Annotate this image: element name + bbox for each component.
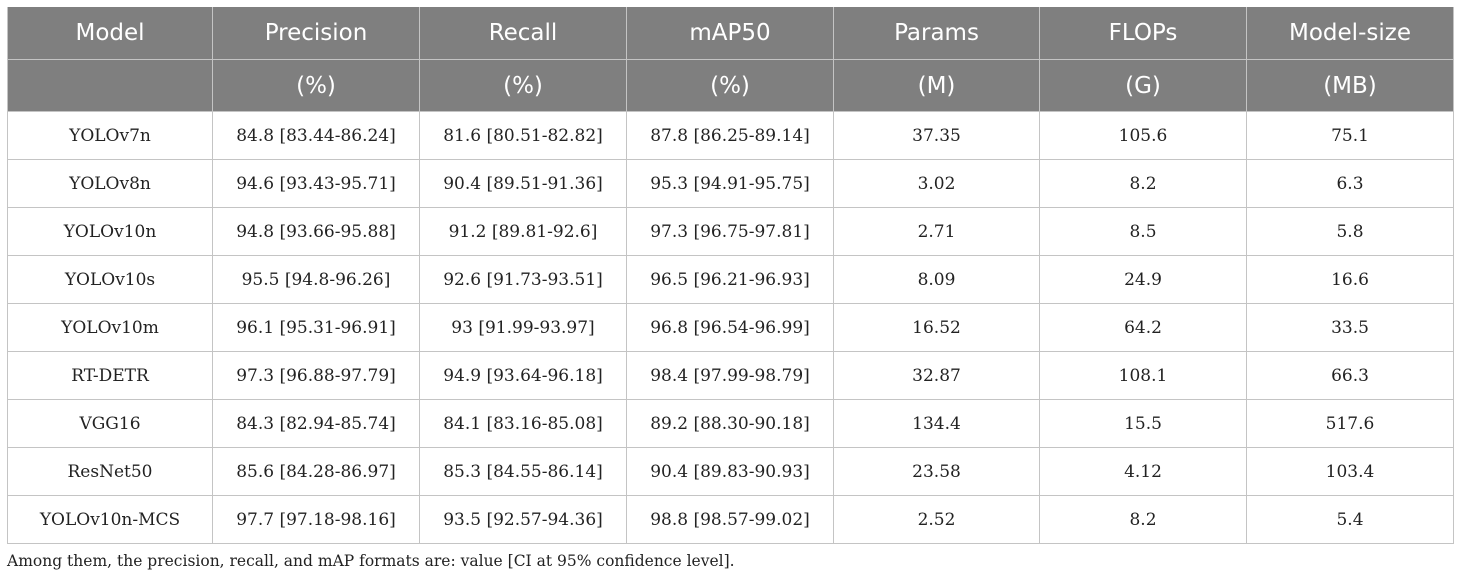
- cell-params: 8.09: [833, 255, 1040, 304]
- cell-model: YOLOv10s: [7, 255, 213, 304]
- cell-model: YOLOv10n-MCS: [7, 495, 213, 544]
- header-recall-unit: (%): [419, 59, 627, 112]
- cell-flops: 24.9: [1039, 255, 1247, 304]
- cell-model-size: 517.6: [1246, 399, 1454, 448]
- cell-flops: 8.2: [1039, 495, 1247, 544]
- cell-map50: 87.8 [86.25-89.14]: [626, 111, 834, 160]
- cell-params: 23.58: [833, 447, 1040, 496]
- table-footnote: Among them, the precision, recall, and m…: [7, 552, 735, 570]
- cell-recall: 85.3 [84.55-86.14]: [419, 447, 627, 496]
- cell-map50: 98.8 [98.57-99.02]: [626, 495, 834, 544]
- header-params-unit: (M): [833, 59, 1040, 112]
- table-row: RT-DETR 97.3 [96.88-97.79] 94.9 [93.64-9…: [7, 351, 1454, 400]
- cell-recall: 84.1 [83.16-85.08]: [419, 399, 627, 448]
- cell-params: 2.52: [833, 495, 1040, 544]
- table-row: YOLOv7n 84.8 [83.44-86.24] 81.6 [80.51-8…: [7, 111, 1454, 160]
- cell-recall: 93.5 [92.57-94.36]: [419, 495, 627, 544]
- cell-precision: 97.3 [96.88-97.79]: [212, 351, 420, 400]
- cell-model: YOLOv10m: [7, 303, 213, 352]
- cell-map50: 95.3 [94.91-95.75]: [626, 159, 834, 208]
- cell-flops: 108.1: [1039, 351, 1247, 400]
- cell-model-size: 75.1: [1246, 111, 1454, 160]
- cell-map50: 97.3 [96.75-97.81]: [626, 207, 834, 256]
- header-model-size: Model-size: [1246, 7, 1454, 60]
- cell-params: 134.4: [833, 399, 1040, 448]
- cell-model-size: 103.4: [1246, 447, 1454, 496]
- cell-flops: 64.2: [1039, 303, 1247, 352]
- cell-precision: 85.6 [84.28-86.97]: [212, 447, 420, 496]
- header-model-unit: [7, 59, 213, 112]
- cell-model-size: 16.6: [1246, 255, 1454, 304]
- cell-map50: 98.4 [97.99-98.79]: [626, 351, 834, 400]
- header-model-size-unit: (MB): [1246, 59, 1454, 112]
- header-precision: Precision: [212, 7, 420, 60]
- cell-flops: 8.2: [1039, 159, 1247, 208]
- cell-recall: 94.9 [93.64-96.18]: [419, 351, 627, 400]
- cell-map50: 90.4 [89.83-90.93]: [626, 447, 834, 496]
- cell-map50: 96.5 [96.21-96.93]: [626, 255, 834, 304]
- table-row: YOLOv10m 96.1 [95.31-96.91] 93 [91.99-93…: [7, 303, 1454, 352]
- cell-model: YOLOv8n: [7, 159, 213, 208]
- cell-precision: 84.8 [83.44-86.24]: [212, 111, 420, 160]
- cell-params: 32.87: [833, 351, 1040, 400]
- table-row: YOLOv10n-MCS 97.7 [97.18-98.16] 93.5 [92…: [7, 495, 1454, 544]
- cell-precision: 84.3 [82.94-85.74]: [212, 399, 420, 448]
- cell-model: YOLOv7n: [7, 111, 213, 160]
- header-map50: mAP50: [626, 7, 834, 60]
- header-params: Params: [833, 7, 1040, 60]
- header-flops-unit: (G): [1039, 59, 1247, 112]
- cell-params: 16.52: [833, 303, 1040, 352]
- header-row-labels: Model Precision Recall mAP50 Params FLOP…: [7, 7, 1454, 60]
- cell-precision: 97.7 [97.18-98.16]: [212, 495, 420, 544]
- cell-model-size: 33.5: [1246, 303, 1454, 352]
- cell-recall: 90.4 [89.51-91.36]: [419, 159, 627, 208]
- cell-flops: 8.5: [1039, 207, 1247, 256]
- cell-model-size: 5.4: [1246, 495, 1454, 544]
- header-row-units: (%) (%) (%) (M) (G) (MB): [7, 59, 1454, 112]
- table-row: ResNet50 85.6 [84.28-86.97] 85.3 [84.55-…: [7, 447, 1454, 496]
- cell-model: YOLOv10n: [7, 207, 213, 256]
- cell-model: VGG16: [7, 399, 213, 448]
- cell-precision: 95.5 [94.8-96.26]: [212, 255, 420, 304]
- cell-map50: 89.2 [88.30-90.18]: [626, 399, 834, 448]
- table-row: YOLOv10n 94.8 [93.66-95.88] 91.2 [89.81-…: [7, 207, 1454, 256]
- cell-flops: 15.5: [1039, 399, 1247, 448]
- cell-flops: 105.6: [1039, 111, 1247, 160]
- table-header: Model Precision Recall mAP50 Params FLOP…: [7, 7, 1454, 112]
- cell-recall: 92.6 [91.73-93.51]: [419, 255, 627, 304]
- cell-map50: 96.8 [96.54-96.99]: [626, 303, 834, 352]
- header-map50-unit: (%): [626, 59, 834, 112]
- table-row: VGG16 84.3 [82.94-85.74] 84.1 [83.16-85.…: [7, 399, 1454, 448]
- header-recall: Recall: [419, 7, 627, 60]
- cell-model-size: 6.3: [1246, 159, 1454, 208]
- header-precision-unit: (%): [212, 59, 420, 112]
- cell-precision: 94.8 [93.66-95.88]: [212, 207, 420, 256]
- cell-model-size: 66.3: [1246, 351, 1454, 400]
- header-flops: FLOPs: [1039, 7, 1247, 60]
- cell-recall: 81.6 [80.51-82.82]: [419, 111, 627, 160]
- cell-model: ResNet50: [7, 447, 213, 496]
- cell-precision: 94.6 [93.43-95.71]: [212, 159, 420, 208]
- results-table: Model Precision Recall mAP50 Params FLOP…: [7, 7, 1454, 544]
- table-row: YOLOv10s 95.5 [94.8-96.26] 92.6 [91.73-9…: [7, 255, 1454, 304]
- header-model: Model: [7, 7, 213, 60]
- cell-precision: 96.1 [95.31-96.91]: [212, 303, 420, 352]
- cell-recall: 93 [91.99-93.97]: [419, 303, 627, 352]
- table-body: YOLOv7n 84.8 [83.44-86.24] 81.6 [80.51-8…: [7, 111, 1454, 544]
- cell-model-size: 5.8: [1246, 207, 1454, 256]
- cell-recall: 91.2 [89.81-92.6]: [419, 207, 627, 256]
- cell-params: 3.02: [833, 159, 1040, 208]
- cell-params: 37.35: [833, 111, 1040, 160]
- table-row: YOLOv8n 94.6 [93.43-95.71] 90.4 [89.51-9…: [7, 159, 1454, 208]
- cell-params: 2.71: [833, 207, 1040, 256]
- cell-model: RT-DETR: [7, 351, 213, 400]
- cell-flops: 4.12: [1039, 447, 1247, 496]
